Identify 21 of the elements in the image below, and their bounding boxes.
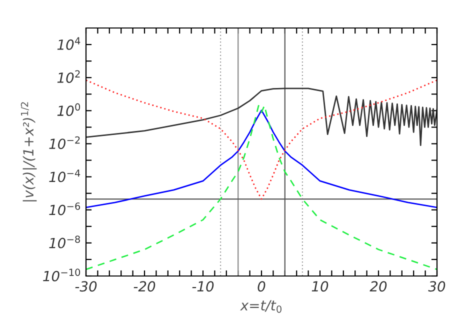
y-tick-label: 10$^{−4}$ — [49, 170, 80, 182]
line-series — [86, 110, 437, 208]
line-series — [86, 79, 437, 200]
y-tick-label: 10$^{0}$ — [57, 103, 80, 116]
x-tick-label: -10 — [192, 281, 214, 292]
x-tick-label: 30 — [428, 281, 446, 292]
y-tick-label: 10$^{4}$ — [57, 37, 80, 50]
x-tick-label: -30 — [75, 281, 97, 292]
y-tick-label: 10$^{−2}$ — [49, 136, 80, 150]
x-tick-label: 0 — [258, 281, 266, 292]
y-axis-title: |v(x)|/(1+x²)$^{1/2}$ — [20, 102, 37, 202]
y-tick-label: 10$^{−8}$ — [49, 236, 80, 248]
y-tick-label: 10$^{−10}$ — [43, 268, 80, 282]
line-series — [86, 104, 437, 270]
y-tick-label: 10$^{2}$ — [57, 70, 80, 83]
y-tick-label: 10$^{−6}$ — [49, 202, 80, 216]
x-axis-title: x=t/t$_{0}$ — [240, 300, 282, 313]
x-tick-label: 20 — [370, 281, 387, 292]
x-tick-label: -20 — [134, 281, 156, 292]
x-tick-label: 10 — [312, 281, 328, 292]
line-series — [86, 88, 437, 146]
